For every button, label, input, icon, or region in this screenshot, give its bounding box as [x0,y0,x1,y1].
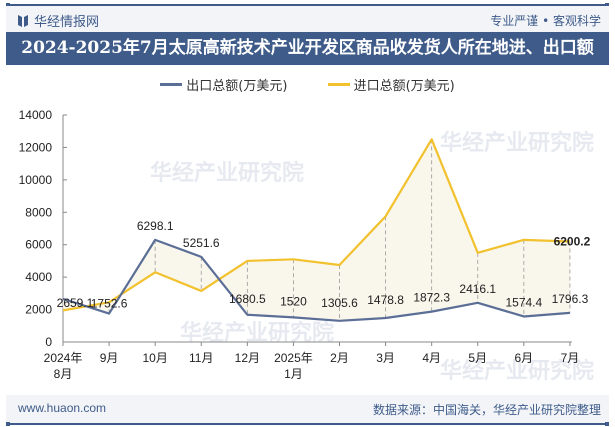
brand: 华经情报网 [18,11,99,30]
x-tick-label: 2024年 [44,351,83,365]
export-data-label: 6298.1 [137,219,174,233]
drop-lines [108,139,571,321]
svg-text:华经产业研究院: 华经产业研究院 [440,358,594,384]
area-between-series [63,139,570,321]
export-data-label: 1680.5 [229,292,266,306]
x-tick-label: 12月 [235,351,260,365]
x-tick-label: 5月 [468,351,487,365]
x-tick-label: 6月 [514,351,533,365]
logo-icon [18,14,28,27]
export-data-label: 1478.8 [367,293,404,307]
x-tick-label: 8月 [54,367,73,381]
x-tick-label: 7月 [561,351,580,365]
line-chart: 华经产业研究院 华经产业研究院 华经产业研究院 华经产业研究院 02000400… [19,108,594,384]
y-axis: 0 2000 4000 6000 8000 10000 12000 14000 [19,108,67,349]
brand-name: 华经情报网 [34,15,100,30]
export-data-label: 1520 [280,294,307,308]
footer-bar: www.huaon.com 数据来源：中国海关，华经产业研究院整理 [6,395,609,423]
y-tick-label: 8000 [25,205,52,219]
export-data-label: 5251.6 [183,236,220,250]
legend-swatch-export [160,83,183,86]
export-data-label: 1752.6 [91,297,128,311]
legend-swatch-import [327,83,350,86]
y-tick-label: 6000 [25,238,52,252]
y-tick-label: 4000 [25,270,52,284]
y-tick-label: 2000 [25,303,52,317]
svg-text:华经产业研究院: 华经产业研究院 [150,160,304,186]
x-tick-label: 4月 [422,351,441,365]
legend-item-import[interactable]: 进口总额(万美元) [327,75,455,94]
legend: 出口总额(万美元) 进口总额(万美元) [0,75,615,94]
slogan: 专业严谨 • 客观科学 [490,14,601,28]
y-tick-label: 0 [45,335,52,349]
y-tick-label: 14000 [19,108,53,122]
chart-title: 2024-2025年7月太原高新技术产业开发区商品收发货人所在地进、出口额 [6,32,609,65]
legend-item-export[interactable]: 出口总额(万美元) [160,75,287,94]
export-data-label: 1574.4 [505,295,542,309]
series-line [62,138,570,312]
header-bar: 华经情报网 专业严谨 • 客观科学 [6,6,609,32]
top-border [6,3,609,7]
export-data-label: 1305.6 [321,296,358,310]
export-data-label: 1872.3 [413,291,450,305]
x-tick-label: 2月 [330,351,349,365]
x-tick-label: 11月 [189,351,213,365]
export-data-label: 2659.1 [57,296,94,310]
x-tick-label: 3月 [376,351,395,365]
footer-url[interactable]: www.huaon.com [18,401,107,415]
svg-text:华经产业研究院: 华经产业研究院 [440,130,594,156]
import-data-label: 6200.2 [554,234,591,248]
y-tick-label: 12000 [19,140,53,154]
bottom-border [6,422,609,426]
x-tick-label: 1月 [284,367,303,381]
x-tick-label: 9月 [100,351,119,365]
y-tick-label: 10000 [19,173,53,187]
series-lines [62,138,571,322]
export-data-label: 2416.1 [459,282,496,296]
x-tick-label: 2025年 [274,351,313,365]
x-axis: 2024年 8月 9月 10月 11月 12月 2025年 1月 2月 3月 4月 5月 6月 7月 [44,341,580,381]
data-source: 数据来源：中国海关，华经产业研究院整理 [372,403,601,417]
series-line [62,238,571,322]
export-data-label: 1796.3 [552,292,589,306]
x-tick-label: 10月 [142,351,167,365]
